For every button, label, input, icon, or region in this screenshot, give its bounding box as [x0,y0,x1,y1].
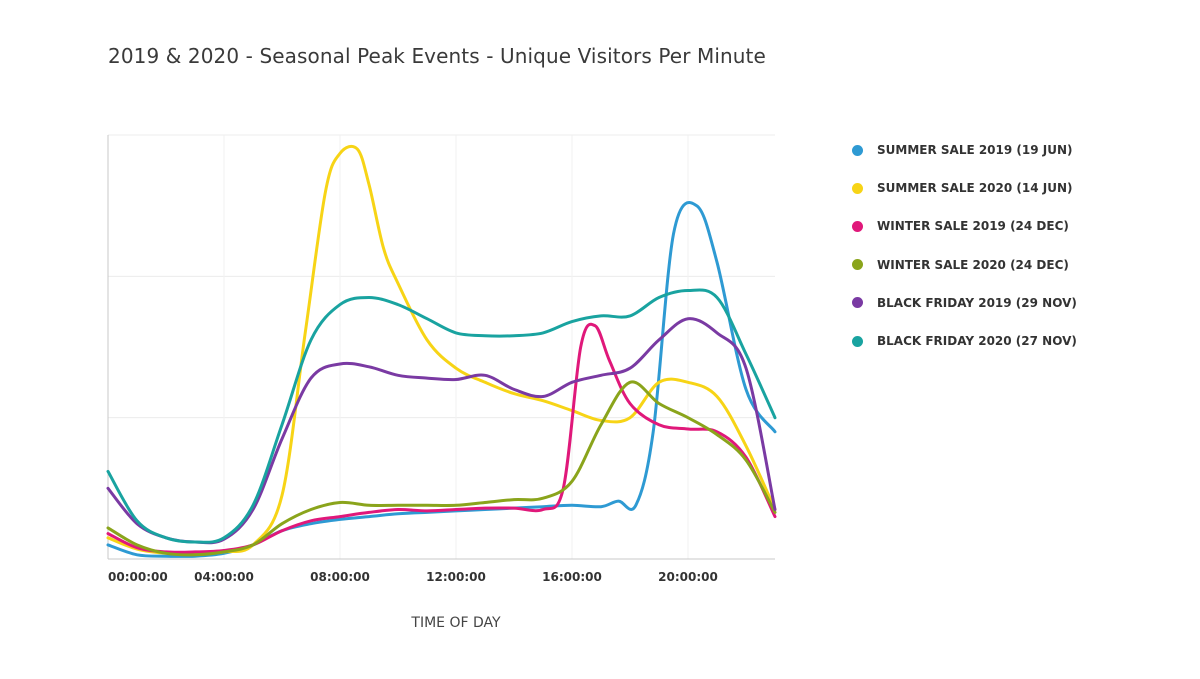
x-tick-label: 00:00:00 [108,570,168,584]
x-axis-title: TIME OF DAY [410,615,501,631]
legend-label: SUMMER SALE 2020 (14 JUN) [877,181,1073,196]
legend-item[interactable]: WINTER SALE 2020 (24 DEC) [852,246,1077,284]
series-line-black-friday-2020-27-nov [106,288,777,544]
legend-label: WINTER SALE 2020 (24 DEC) [877,257,1069,272]
gridlines [108,134,775,559]
legend-item[interactable]: BLACK FRIDAY 2020 (27 NOV) [852,322,1077,360]
legend-item[interactable]: SUMMER SALE 2020 (14 JUN) [852,169,1077,207]
x-tick-label: 04:00:00 [194,570,254,584]
x-tick-label: 08:00:00 [310,570,370,584]
legend-swatch [852,182,863,194]
legend-swatch [852,144,863,156]
legend-label: WINTER SALE 2019 (24 DEC) [877,219,1069,234]
legend-swatch [852,335,863,347]
x-tick-label: 20:00:00 [658,570,718,584]
legend-item[interactable]: WINTER SALE 2019 (24 DEC) [852,207,1077,245]
legend-swatch [852,297,863,309]
chart-title: 2019 & 2020 - Seasonal Peak Events - Uni… [108,44,766,68]
x-tick-label: 12:00:00 [426,570,486,584]
legend-label: BLACK FRIDAY 2019 (29 NOV) [877,295,1077,310]
legend: SUMMER SALE 2019 (19 JUN) SUMMER SALE 202… [852,131,1077,360]
series-lines [106,144,777,558]
axes [107,135,775,560]
series-line-winter-sale-2020-24-dec [106,380,777,557]
legend-swatch [852,220,863,232]
x-tick-labels: 00:00:00 04:00:00 08:00:00 12:00:00 16:00:00… [108,570,718,584]
legend-item[interactable]: SUMMER SALE 2019 (19 JUN) [852,131,1077,169]
legend-item[interactable]: BLACK FRIDAY 2019 (29 NOV) [852,284,1077,322]
legend-swatch [852,259,863,271]
series-line-summer-sale-2020-14-jun [106,144,777,556]
x-tick-label: 16:00:00 [542,570,602,584]
legend-label: SUMMER SALE 2019 (19 JUN) [877,143,1073,158]
legend-label: BLACK FRIDAY 2020 (27 NOV) [877,334,1077,349]
